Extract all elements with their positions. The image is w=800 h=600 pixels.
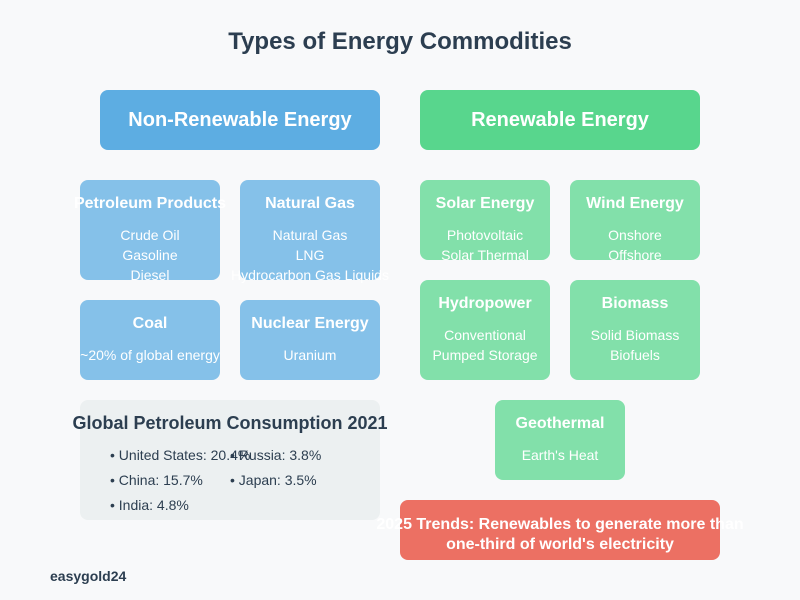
- wind-energy-box: Wind Energy Onshore Offshore: [570, 180, 700, 263]
- page-title: Types of Energy Commodities: [228, 28, 572, 55]
- petroleum-products-box: Petroleum Products Crude Oil Gasoline Di…: [74, 180, 226, 283]
- box-item: Natural Gas: [272, 227, 348, 243]
- box-item: Hydrocarbon Gas Liquids: [231, 267, 389, 283]
- box-title: Wind Energy: [586, 195, 684, 212]
- box-item: Photovoltaic: [446, 227, 524, 243]
- renewable-header: Renewable Energy: [420, 90, 700, 150]
- non-renewable-header: Non-Renewable Energy: [100, 90, 380, 150]
- trend-line: 2025 Trends: Renewables to generate more…: [376, 516, 744, 533]
- natural-gas-box: Natural Gas Natural Gas LNG Hydrocarbon …: [231, 180, 389, 283]
- stat-item: • Japan: 3.5%: [230, 472, 317, 488]
- coal-box: Coal ~20% of global energy: [80, 300, 220, 380]
- brand-label: easygold24: [50, 568, 127, 584]
- stat-item: • China: 15.7%: [110, 472, 203, 488]
- box-item: Crude Oil: [120, 227, 180, 243]
- geothermal-box: Geothermal Earth's Heat: [495, 400, 625, 480]
- box-item: Gasoline: [122, 247, 178, 263]
- solar-energy-box: Solar Energy Photovoltaic Solar Thermal: [420, 180, 550, 263]
- biomass-box: Biomass Solid Biomass Biofuels: [570, 280, 700, 380]
- box-item: Earth's Heat: [521, 447, 599, 463]
- trends-banner: 2025 Trends: Renewables to generate more…: [376, 500, 744, 560]
- box-title: Geothermal: [515, 415, 605, 432]
- box-item: Conventional: [444, 327, 526, 343]
- hydropower-box: Hydropower Conventional Pumped Storage: [420, 280, 550, 380]
- petroleum-consumption-panel: Global Petroleum Consumption 2021 • Unit…: [72, 400, 388, 520]
- box-item: Diesel: [130, 267, 170, 283]
- box-title: Biomass: [601, 295, 669, 312]
- box-item: Biofuels: [610, 347, 660, 363]
- box-item: Offshore: [608, 247, 662, 263]
- stat-item: • Russia: 3.8%: [230, 447, 322, 463]
- nuclear-energy-box: Nuclear Energy Uranium: [240, 300, 380, 380]
- box-title: Nuclear Energy: [251, 315, 369, 332]
- box-title: Petroleum Products: [73, 195, 227, 212]
- box-item: ~20% of global energy: [80, 347, 220, 363]
- box-item: Solar Thermal: [441, 247, 529, 263]
- box-title: Natural Gas: [265, 195, 355, 212]
- box-item: Onshore: [608, 227, 662, 243]
- box-title: Coal: [132, 315, 168, 332]
- panel-title: Global Petroleum Consumption 2021: [72, 413, 388, 433]
- box-title: Hydropower: [438, 295, 532, 312]
- box-title: Solar Energy: [435, 195, 535, 212]
- box-item: Uranium: [283, 347, 337, 363]
- box-item: Pumped Storage: [432, 347, 538, 363]
- stat-item: • India: 4.8%: [110, 497, 189, 513]
- box-item: Solid Biomass: [590, 327, 680, 343]
- stat-item: • United States: 20.4%: [110, 447, 251, 463]
- trend-line: one-third of world's electricity: [446, 536, 674, 553]
- box-item: LNG: [295, 247, 325, 263]
